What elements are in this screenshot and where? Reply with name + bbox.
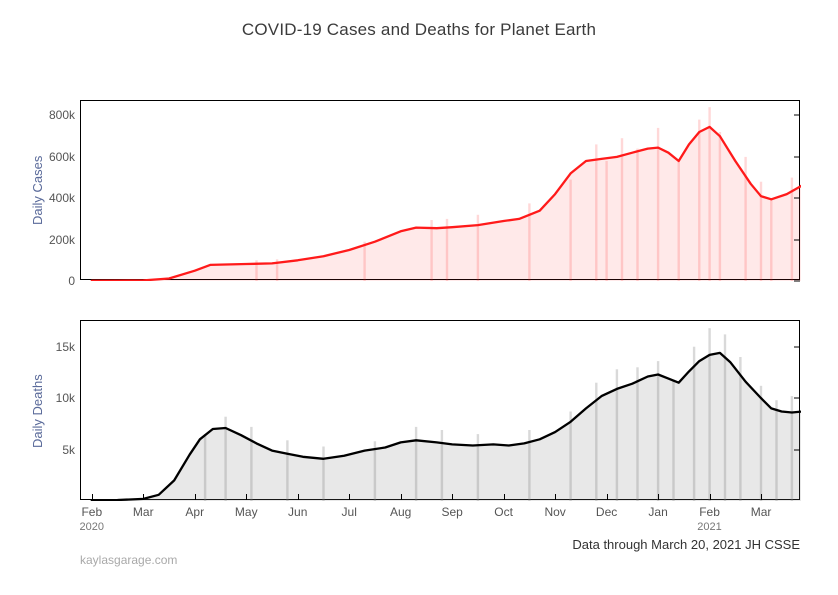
xtick-year-label: 2021 — [697, 499, 721, 533]
deaths-ylabel: Daily Deaths — [30, 374, 45, 448]
xtick-label: Jul — [342, 499, 357, 519]
ytick-label: 600k — [49, 150, 81, 164]
ytick-label: 400k — [49, 191, 81, 205]
cases-plot — [81, 101, 801, 281]
ytick-label: 5k — [62, 443, 81, 457]
ytick-mark — [794, 281, 800, 282]
ytick-label: 0 — [68, 274, 81, 288]
source-watermark: kaylasgarage.com — [80, 553, 177, 567]
xtick-label: Oct — [494, 499, 513, 519]
xtick-year-label: 2020 — [80, 499, 104, 533]
daily-bar — [569, 412, 571, 502]
daily-bar — [621, 138, 623, 281]
xtick-label: May — [235, 499, 258, 519]
daily-bar — [569, 180, 571, 281]
daily-bar — [678, 162, 680, 281]
xtick-label: Mar — [133, 499, 154, 519]
daily-bar — [770, 199, 772, 281]
cases-ylabel: Daily Cases — [30, 156, 45, 225]
daily-bar — [657, 128, 659, 281]
xtick-label: Apr — [185, 499, 204, 519]
daily-bar — [595, 144, 597, 281]
ytick-mark — [794, 156, 800, 157]
daily-bar — [636, 149, 638, 281]
ytick-label: 200k — [49, 233, 81, 247]
ytick-label: 10k — [56, 391, 81, 405]
xtick-label: Jan — [648, 499, 667, 519]
daily-bar — [719, 132, 721, 281]
daily-bar — [363, 242, 365, 281]
daily-bar — [415, 427, 417, 501]
data-attribution: Data through March 20, 2021 JH CSSE — [572, 537, 800, 552]
daily-bar — [693, 347, 695, 501]
ytick-mark — [794, 346, 800, 347]
daily-bar — [441, 430, 443, 501]
ytick-label: 15k — [56, 340, 81, 354]
daily-bar — [760, 386, 762, 501]
daily-bar — [739, 357, 741, 501]
daily-bar — [672, 380, 674, 501]
xtick-label: Jun — [288, 499, 307, 519]
daily-bar — [775, 400, 777, 501]
daily-bar — [605, 161, 607, 281]
ytick-mark — [794, 115, 800, 116]
cases-panel: 0200k400k600k800k — [80, 100, 800, 280]
xtick-label: Sep — [441, 499, 462, 519]
ytick-mark — [794, 398, 800, 399]
xtick-label: Mar — [751, 499, 772, 519]
daily-bar — [286, 440, 288, 501]
deaths-plot — [81, 321, 801, 501]
ytick-mark — [794, 449, 800, 450]
daily-bar — [657, 361, 659, 501]
chart-title: COVID-19 Cases and Deaths for Planet Ear… — [0, 20, 838, 40]
xtick-label: Nov — [544, 499, 565, 519]
ytick-mark — [794, 239, 800, 240]
daily-bar — [636, 367, 638, 501]
deaths-panel: 5k10k15kFebMarAprMayJunJulAugSepOctNovDe… — [80, 320, 800, 500]
daily-bar — [322, 447, 324, 502]
daily-bar — [204, 434, 206, 501]
daily-bar — [698, 120, 700, 281]
daily-bar — [708, 107, 710, 281]
xtick-label: Dec — [596, 499, 617, 519]
ytick-mark — [794, 198, 800, 199]
daily-bar — [250, 427, 252, 501]
ytick-label: 800k — [49, 108, 81, 122]
xtick-label: Aug — [390, 499, 411, 519]
daily-bar — [791, 178, 793, 281]
